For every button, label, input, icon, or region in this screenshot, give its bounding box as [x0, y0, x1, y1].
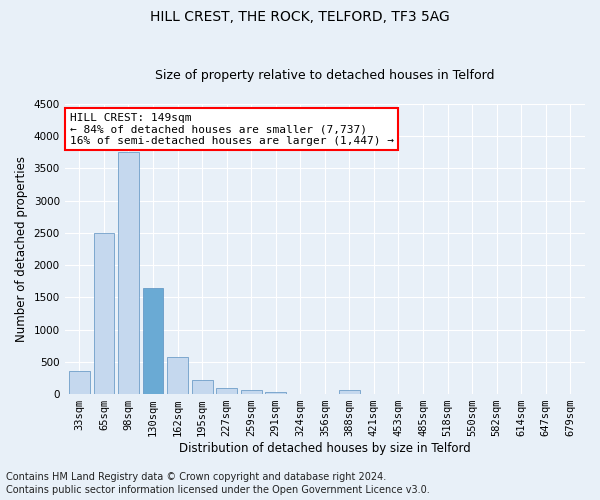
- Bar: [216, 388, 237, 394]
- Text: HILL CREST: 149sqm
← 84% of detached houses are smaller (7,737)
16% of semi-deta: HILL CREST: 149sqm ← 84% of detached hou…: [70, 112, 394, 146]
- Text: Contains HM Land Registry data © Crown copyright and database right 2024.
Contai: Contains HM Land Registry data © Crown c…: [6, 472, 430, 495]
- Bar: [265, 392, 286, 394]
- Bar: [339, 390, 360, 394]
- Bar: [241, 390, 262, 394]
- Bar: [167, 356, 188, 394]
- Text: HILL CREST, THE ROCK, TELFORD, TF3 5AG: HILL CREST, THE ROCK, TELFORD, TF3 5AG: [150, 10, 450, 24]
- Bar: [191, 380, 212, 394]
- Bar: [69, 371, 90, 394]
- Y-axis label: Number of detached properties: Number of detached properties: [15, 156, 28, 342]
- Bar: [94, 233, 115, 394]
- Bar: [143, 288, 163, 394]
- Bar: [118, 152, 139, 394]
- X-axis label: Distribution of detached houses by size in Telford: Distribution of detached houses by size …: [179, 442, 471, 455]
- Title: Size of property relative to detached houses in Telford: Size of property relative to detached ho…: [155, 69, 494, 82]
